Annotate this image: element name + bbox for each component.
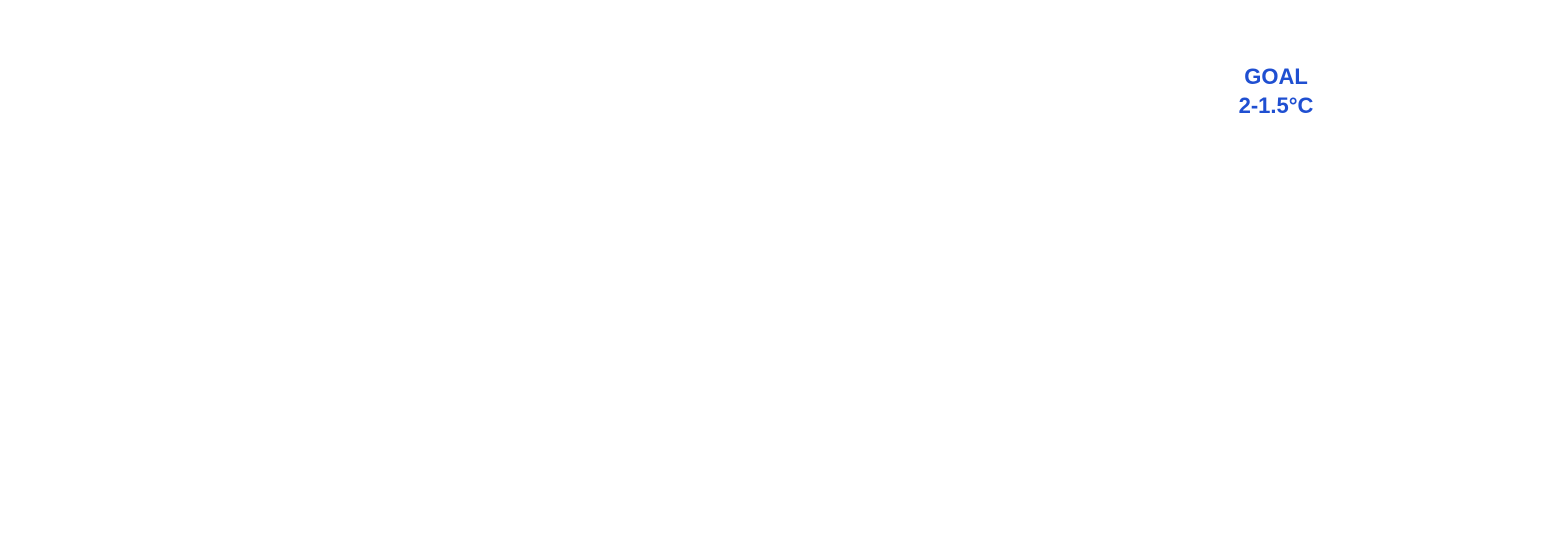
goal-title: GOAL xyxy=(1244,64,1308,89)
goal-label: GOAL 2-1.5°C xyxy=(1196,62,1356,120)
goal-temperature-range: 2-1.5°C xyxy=(1238,93,1314,118)
